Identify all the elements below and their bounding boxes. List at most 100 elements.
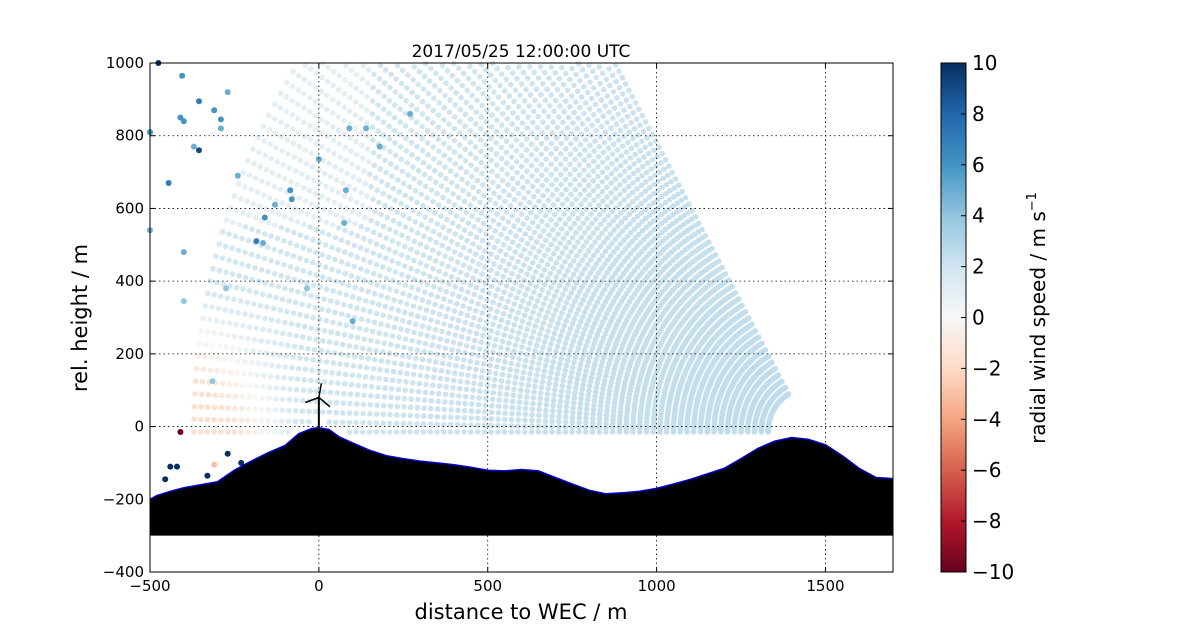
scan-point <box>595 163 601 170</box>
scan-point <box>397 299 404 305</box>
scan-point <box>367 308 373 315</box>
scan-point <box>519 174 526 180</box>
scan-point <box>626 87 632 94</box>
scan-point <box>380 284 387 290</box>
scan-point <box>267 373 274 380</box>
scan-point <box>321 296 328 302</box>
scan-point <box>523 306 530 313</box>
scan-point <box>538 161 545 168</box>
scan-point <box>583 368 589 374</box>
scan-point <box>522 417 528 424</box>
scan-point <box>271 270 278 277</box>
scan-point <box>642 188 649 194</box>
scan-point <box>353 199 360 205</box>
scan-point <box>540 228 547 234</box>
scan-point <box>460 244 467 251</box>
scan-point <box>414 249 421 256</box>
scan-point <box>247 371 254 378</box>
scan-point <box>293 242 300 249</box>
scan-point <box>607 231 614 237</box>
y-tick-label: 0 <box>134 418 144 436</box>
scan-point <box>500 365 507 372</box>
scan-point <box>564 230 570 237</box>
scan-point <box>679 188 685 195</box>
scan-point <box>231 417 238 424</box>
scan-point <box>240 286 246 293</box>
scan-point <box>269 362 275 369</box>
scan-point <box>588 211 594 217</box>
scan-point <box>490 389 497 396</box>
scan-point <box>542 212 549 219</box>
scan-point <box>547 256 554 262</box>
scan-point <box>538 306 545 313</box>
scan-point <box>392 197 399 204</box>
scan-point <box>395 307 402 314</box>
scan-point <box>525 114 531 120</box>
scan-point <box>253 325 260 332</box>
scan-point <box>528 141 535 147</box>
scan-point <box>637 240 644 246</box>
scan-point <box>313 272 320 278</box>
scan-point <box>658 220 665 227</box>
scan-point <box>411 276 418 283</box>
scan-point <box>570 409 576 416</box>
scan-point <box>559 249 566 256</box>
scan-point <box>702 233 709 239</box>
scan-point <box>563 404 570 410</box>
scan-point <box>395 260 402 267</box>
scan-point <box>553 176 559 183</box>
scan-point <box>278 429 285 435</box>
scan-point <box>371 290 378 297</box>
scan-point <box>472 68 478 75</box>
scan-point <box>650 191 657 197</box>
scan-point <box>231 333 238 340</box>
scan-point <box>485 95 491 102</box>
scan-point <box>392 249 399 255</box>
scan-point <box>535 75 542 81</box>
scan-point <box>596 347 602 354</box>
scan-point <box>601 261 608 268</box>
scan-point <box>676 182 682 188</box>
scan-point <box>506 277 513 283</box>
scan-point <box>618 210 624 216</box>
scan-point <box>603 420 609 427</box>
scan-point <box>545 197 552 204</box>
scan-point <box>513 315 519 322</box>
scan-point <box>558 226 565 232</box>
scan-point <box>377 62 384 69</box>
scan-point <box>585 317 592 324</box>
scan-point <box>370 229 377 236</box>
scan-point <box>441 429 447 435</box>
scan-point <box>517 324 524 330</box>
scan-point <box>548 92 555 98</box>
scan-point <box>528 295 535 301</box>
scan-point <box>509 175 516 182</box>
scan-point <box>471 223 477 230</box>
scan-point <box>467 116 474 122</box>
scan-point <box>639 138 645 145</box>
scan-point <box>577 191 583 198</box>
scan-point <box>556 206 562 213</box>
scan-point <box>341 249 348 255</box>
scan-point <box>426 163 432 170</box>
scan-point <box>445 330 452 337</box>
scan-point <box>615 137 622 143</box>
scan-point <box>630 208 636 214</box>
scan-point <box>352 99 359 105</box>
scan-point <box>262 152 268 159</box>
scan-point <box>604 174 610 181</box>
scan-point <box>380 119 387 125</box>
scan-point <box>318 348 325 354</box>
scan-point <box>488 234 495 241</box>
scan-point <box>396 280 402 286</box>
scan-point <box>759 340 765 347</box>
colorbar-label-text: radial wind speed / m s <box>1026 211 1050 444</box>
scan-point <box>662 157 669 163</box>
chart-title: 2017/05/25 12:00:00 UTC <box>412 42 631 62</box>
scan-point <box>261 255 268 262</box>
scan-point <box>319 306 325 313</box>
scan-point <box>632 100 639 106</box>
scan-point <box>515 258 521 265</box>
scan-point <box>505 104 512 111</box>
scan-point <box>351 242 358 249</box>
